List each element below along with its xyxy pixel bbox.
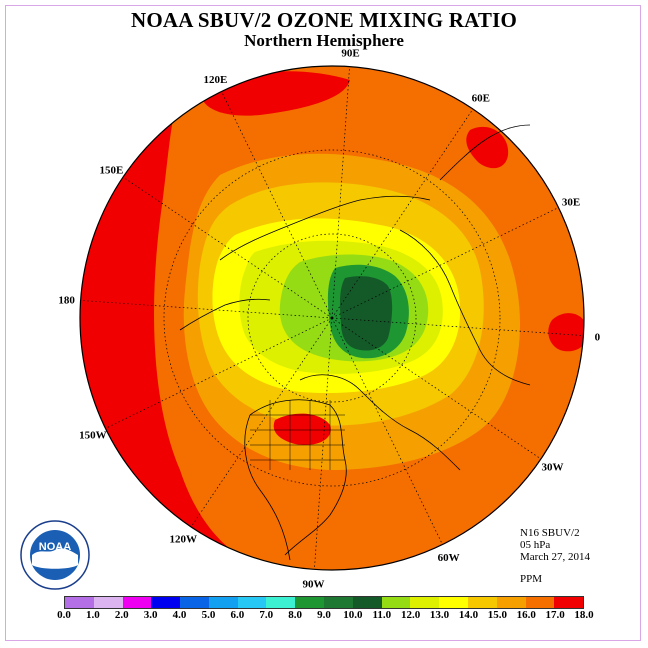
graticule [163, 149, 501, 487]
noaa-logo: NOAA [20, 520, 90, 590]
longitude-label: 30E [562, 196, 580, 208]
max-east [466, 126, 509, 169]
colorbar-tick-label: 13.0 [429, 609, 450, 621]
colorbar-tick-label: 10.0 [343, 609, 363, 621]
colorbar-tick-label: 0.0 [57, 609, 71, 621]
colorbar-swatch [496, 597, 526, 608]
longitude-label: 90E [341, 48, 359, 60]
info-unit: PPM [520, 573, 543, 585]
colorbar-tick-label: 17.0 [545, 609, 565, 621]
colorbar-swatch [151, 597, 181, 608]
colorbar-tick-label: 12.0 [401, 609, 421, 621]
figure-frame [5, 5, 641, 641]
longitude-label: 60E [472, 92, 490, 104]
colorbar-swatch [381, 597, 411, 608]
longitude-label: 120E [203, 74, 227, 86]
colorbar-tick-label: 6.0 [230, 609, 245, 621]
info-instrument: N16 SBUV/2 [520, 527, 580, 539]
ozone-field [80, 66, 584, 570]
colorbar-tick-label: 18.0 [574, 609, 594, 621]
colorbar-ticks: 0.0 1.0 2.0 3.0 4.0 5.0 6.0 7.0 8.0 9.0 10.0 11.0 12… [54, 609, 594, 623]
colorbar-tick-label: 4.0 [172, 609, 187, 621]
coast-alaska [179, 298, 271, 331]
lat-circle-30 [163, 149, 501, 487]
max-americas [273, 413, 331, 446]
equator-outline [79, 65, 585, 571]
longitude-labels: 90E 60E 30E 0 30W 60W 90W 120W 150W 180 150E 120E [58, 48, 600, 591]
coast-greenland [299, 374, 461, 471]
band-9 [339, 276, 393, 351]
colorbar-tick-label: 5.0 [201, 609, 216, 621]
longitude-label: 90W [302, 578, 324, 590]
longitude-label: 150E [100, 164, 124, 176]
longitude-label: 150W [79, 430, 107, 442]
colorbar-tick-label: 7.0 [259, 609, 274, 621]
info-level: 05 hPa [520, 539, 551, 551]
longitude-label: 30W [542, 462, 564, 474]
coast-north-america-west [244, 414, 291, 561]
coast-asia-east [439, 124, 531, 181]
colorbar-tick-label: 2.0 [114, 609, 129, 621]
colorbar-swatch [180, 597, 209, 608]
colorbar-tick-label: 15.0 [487, 609, 507, 621]
colorbar-swatch [65, 597, 94, 608]
longitude-label: 60W [438, 552, 460, 564]
longitude-label: 180 [58, 294, 75, 306]
colorbar-tick-label: 14.0 [458, 609, 479, 621]
logo-bird [32, 548, 78, 569]
map-title: NOAA SBUV/2 OZONE MIXING RATIO [131, 8, 517, 32]
colorbar-swatch [554, 597, 584, 608]
colorbar-swatch [439, 597, 468, 608]
colorbar-tick-label: 1.0 [86, 609, 100, 621]
colorbar-swatch [467, 597, 497, 608]
colorbar-swatch [525, 597, 555, 608]
colorbar-tick-label: 9.0 [317, 609, 331, 621]
colorbar-swatch [93, 597, 123, 608]
colorbar-swatch [122, 597, 152, 608]
info-date: March 27, 2014 [520, 551, 590, 563]
colorbar-tick-label: 8.0 [288, 609, 302, 621]
colorbar-swatch [208, 597, 238, 608]
longitude-label: 120W [170, 534, 198, 546]
lat-circle-60 [247, 233, 417, 403]
map-subtitle: Northern Hemisphere [244, 31, 404, 50]
colorbar-swatch [324, 597, 353, 608]
longitude-label: 0 [595, 332, 601, 344]
coast-europe [399, 229, 531, 386]
colorbar [64, 596, 584, 609]
state-grid [250, 400, 345, 470]
colorbar-swatch [237, 597, 267, 608]
colorbar-swatch [410, 597, 440, 608]
colorbar-swatch [352, 597, 382, 608]
coast-asia-north [219, 195, 431, 261]
colorbar-swatch [266, 597, 296, 608]
max-atlantic [548, 313, 584, 352]
colorbar-tick-label: 11.0 [372, 609, 392, 621]
colorbar-tick-label: 16.0 [516, 609, 536, 621]
coastlines [179, 124, 531, 561]
colorbar-tick-label: 3.0 [143, 609, 158, 621]
logo-text: NOAA [39, 541, 71, 553]
colorbar-swatch [295, 597, 325, 608]
